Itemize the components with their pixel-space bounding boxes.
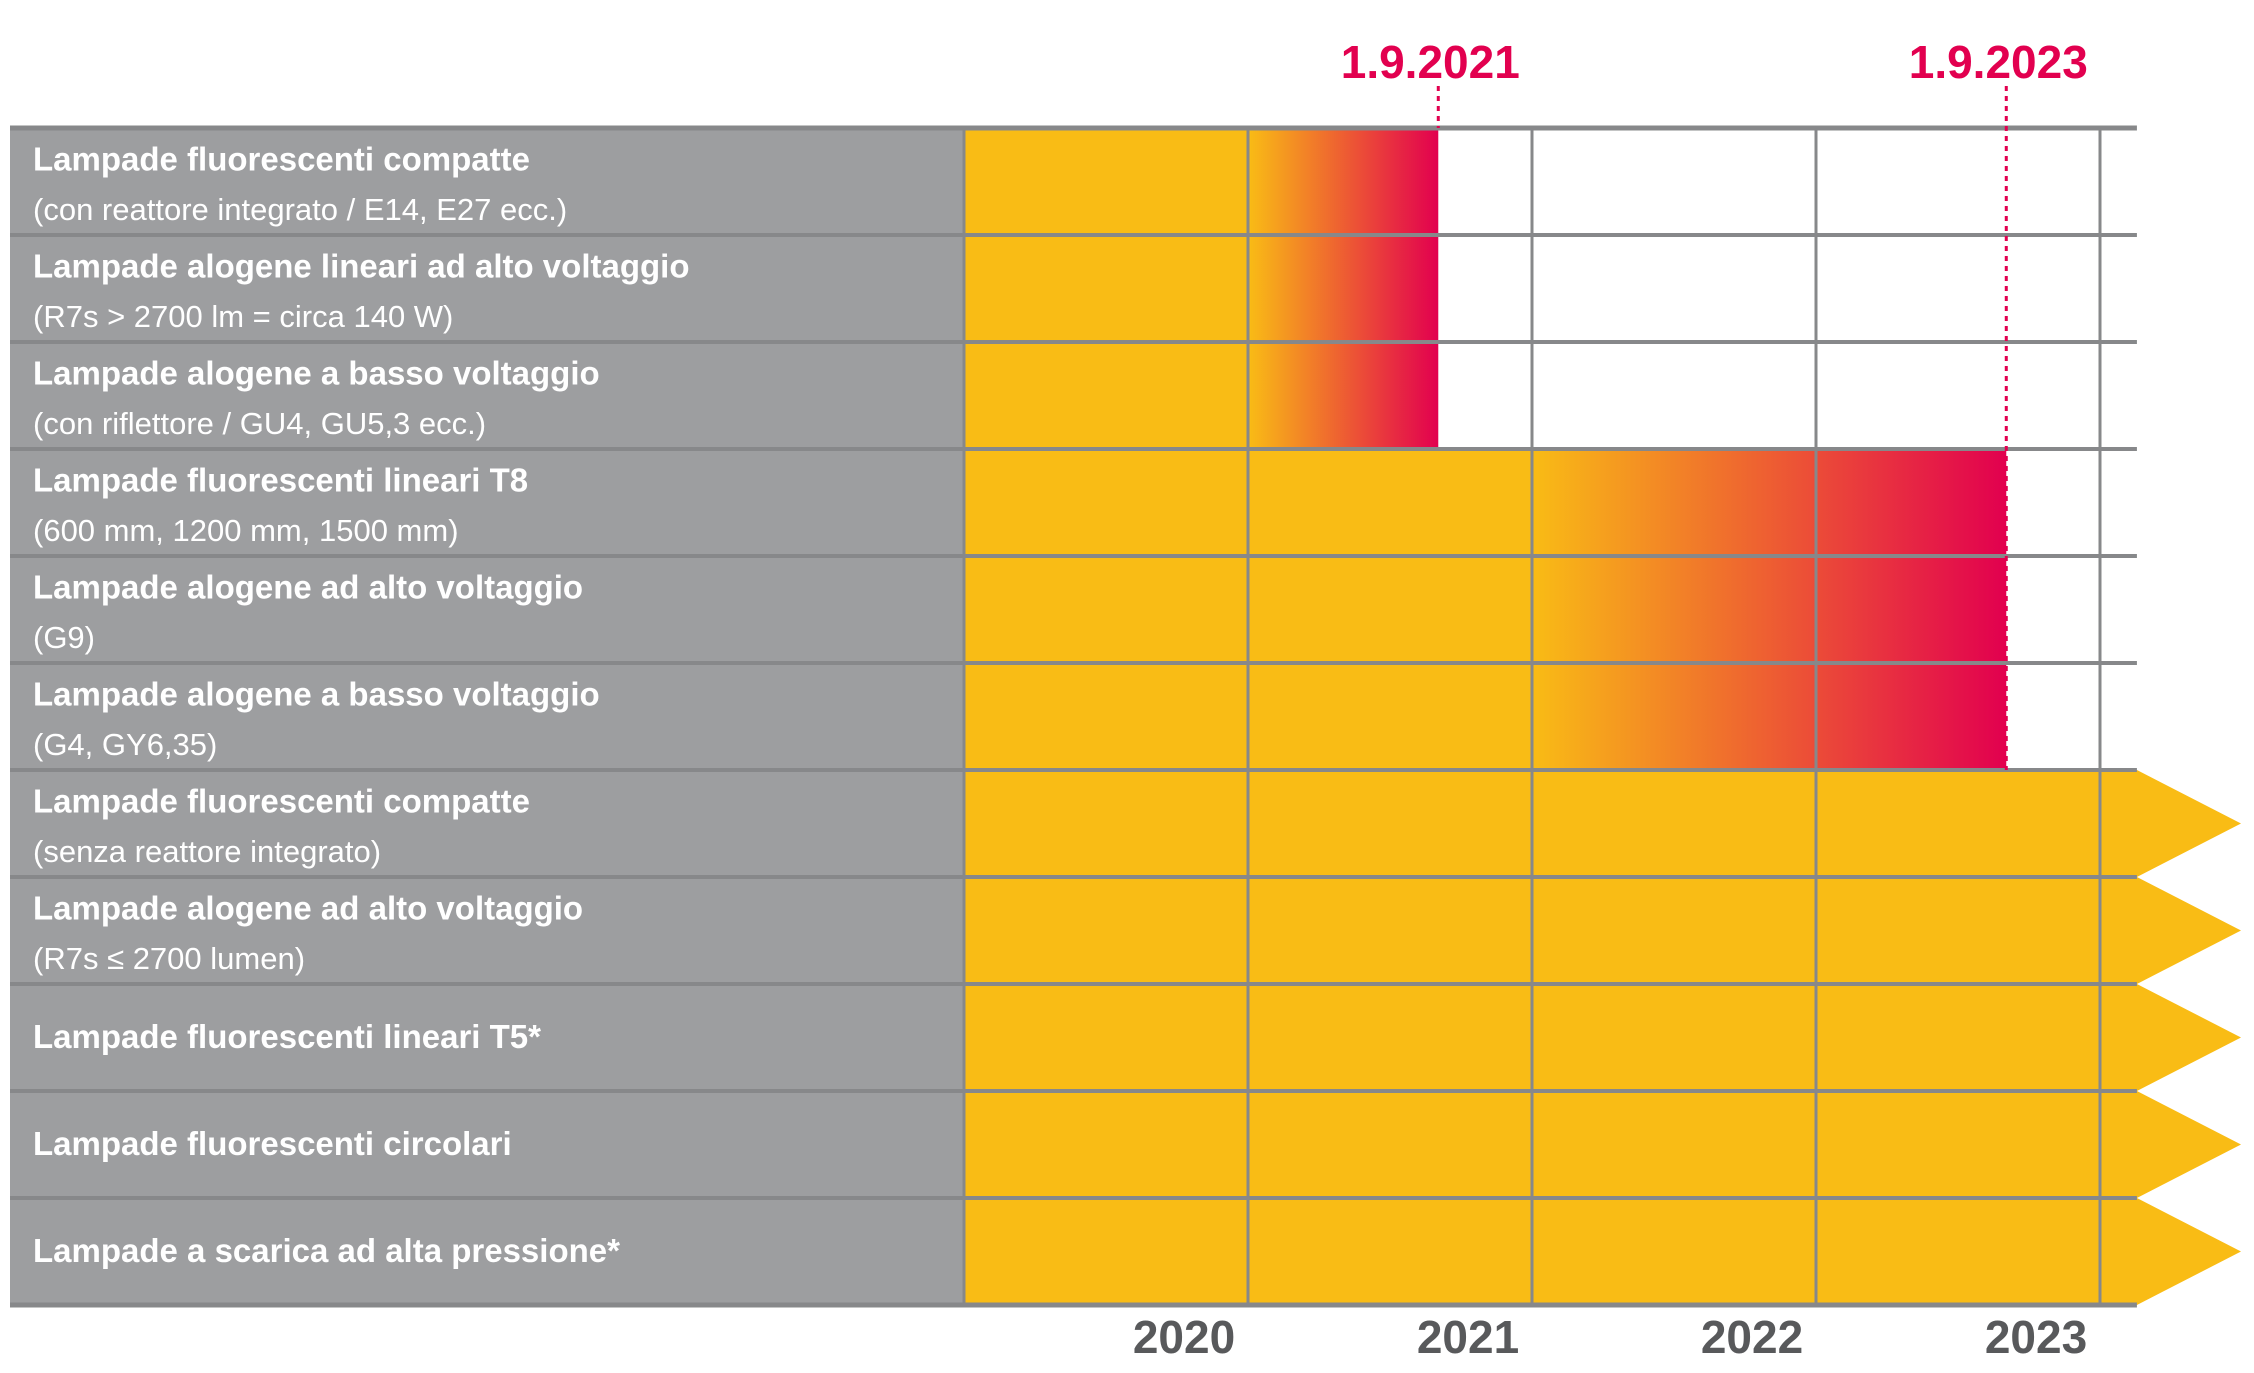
bar-phase-out: [1532, 556, 2007, 663]
bar-continuing: [964, 1091, 2241, 1198]
bar-phase-out: [1532, 449, 2007, 556]
bar-continuing: [964, 770, 2241, 877]
row-label-bg: [10, 556, 964, 663]
milestone-label: 1.9.2023: [1909, 36, 2088, 88]
bar-phase-out: [1248, 342, 1439, 449]
x-tick-label: 2021: [1417, 1311, 1519, 1363]
row-label-bg: [10, 877, 964, 984]
bar-active: [964, 128, 1248, 235]
row-subtitle: (senza reattore integrato): [33, 834, 381, 869]
milestone-label: 1.9.2021: [1341, 36, 1520, 88]
row-title: Lampade fluorescenti circolari: [33, 1125, 512, 1162]
row-label-bg: [10, 1198, 964, 1305]
row-label-bg: [10, 235, 964, 342]
row-title: Lampade alogene a basso voltaggio: [33, 355, 600, 392]
row-subtitle: (R7s ≤ 2700 lumen): [33, 941, 305, 976]
row-title: Lampade fluorescenti lineari T5*: [33, 1018, 541, 1055]
row-subtitle: (G4, GY6,35): [33, 727, 217, 762]
row-subtitle: (con riflettore / GU4, GU5,3 ecc.): [33, 406, 486, 441]
row-label-bg: [10, 449, 964, 556]
x-tick-label: 2020: [1133, 1311, 1235, 1363]
bar-active: [964, 235, 1248, 342]
row-title: Lampade fluorescenti compatte: [33, 141, 530, 178]
row-title: Lampade alogene lineari ad alto voltaggi…: [33, 248, 689, 285]
row-subtitle: (R7s > 2700 lm = circa 140 W): [33, 299, 453, 334]
row-label-bg: [10, 1091, 964, 1198]
bar-continuing: [964, 1198, 2241, 1305]
row-title: Lampade a scarica ad alta pressione*: [33, 1232, 620, 1269]
row-label-bg: [10, 984, 964, 1091]
row-subtitle: (600 mm, 1200 mm, 1500 mm): [33, 513, 459, 548]
bar-continuing: [964, 984, 2241, 1091]
bar-continuing: [964, 877, 2241, 984]
row-subtitle: (con reattore integrato / E14, E27 ecc.): [33, 192, 567, 227]
row-subtitle: (G9): [33, 620, 95, 655]
row-title: Lampade fluorescenti compatte: [33, 783, 530, 820]
row-label-bg: [10, 663, 964, 770]
row-title: Lampade alogene ad alto voltaggio: [33, 890, 583, 927]
row-title: Lampade alogene ad alto voltaggio: [33, 569, 583, 606]
bar-active: [964, 342, 1248, 449]
row-label-bg: [10, 128, 964, 235]
row-title: Lampade alogene a basso voltaggio: [33, 676, 600, 713]
bar-phase-out: [1248, 235, 1439, 342]
x-tick-label: 2023: [1985, 1311, 2087, 1363]
row-title: Lampade fluorescenti lineari T8: [33, 462, 528, 499]
row-label-bg: [10, 342, 964, 449]
x-tick-label: 2022: [1701, 1311, 1803, 1363]
row-label-bg: [10, 770, 964, 877]
bar-phase-out: [1532, 663, 2007, 770]
bar-phase-out: [1248, 128, 1439, 235]
